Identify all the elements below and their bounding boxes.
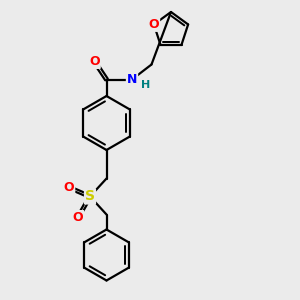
Text: O: O	[148, 18, 159, 31]
Text: O: O	[73, 211, 83, 224]
Text: H: H	[141, 80, 150, 91]
Text: O: O	[64, 181, 74, 194]
Text: S: S	[85, 190, 95, 203]
Text: N: N	[127, 73, 137, 86]
Text: O: O	[89, 55, 100, 68]
